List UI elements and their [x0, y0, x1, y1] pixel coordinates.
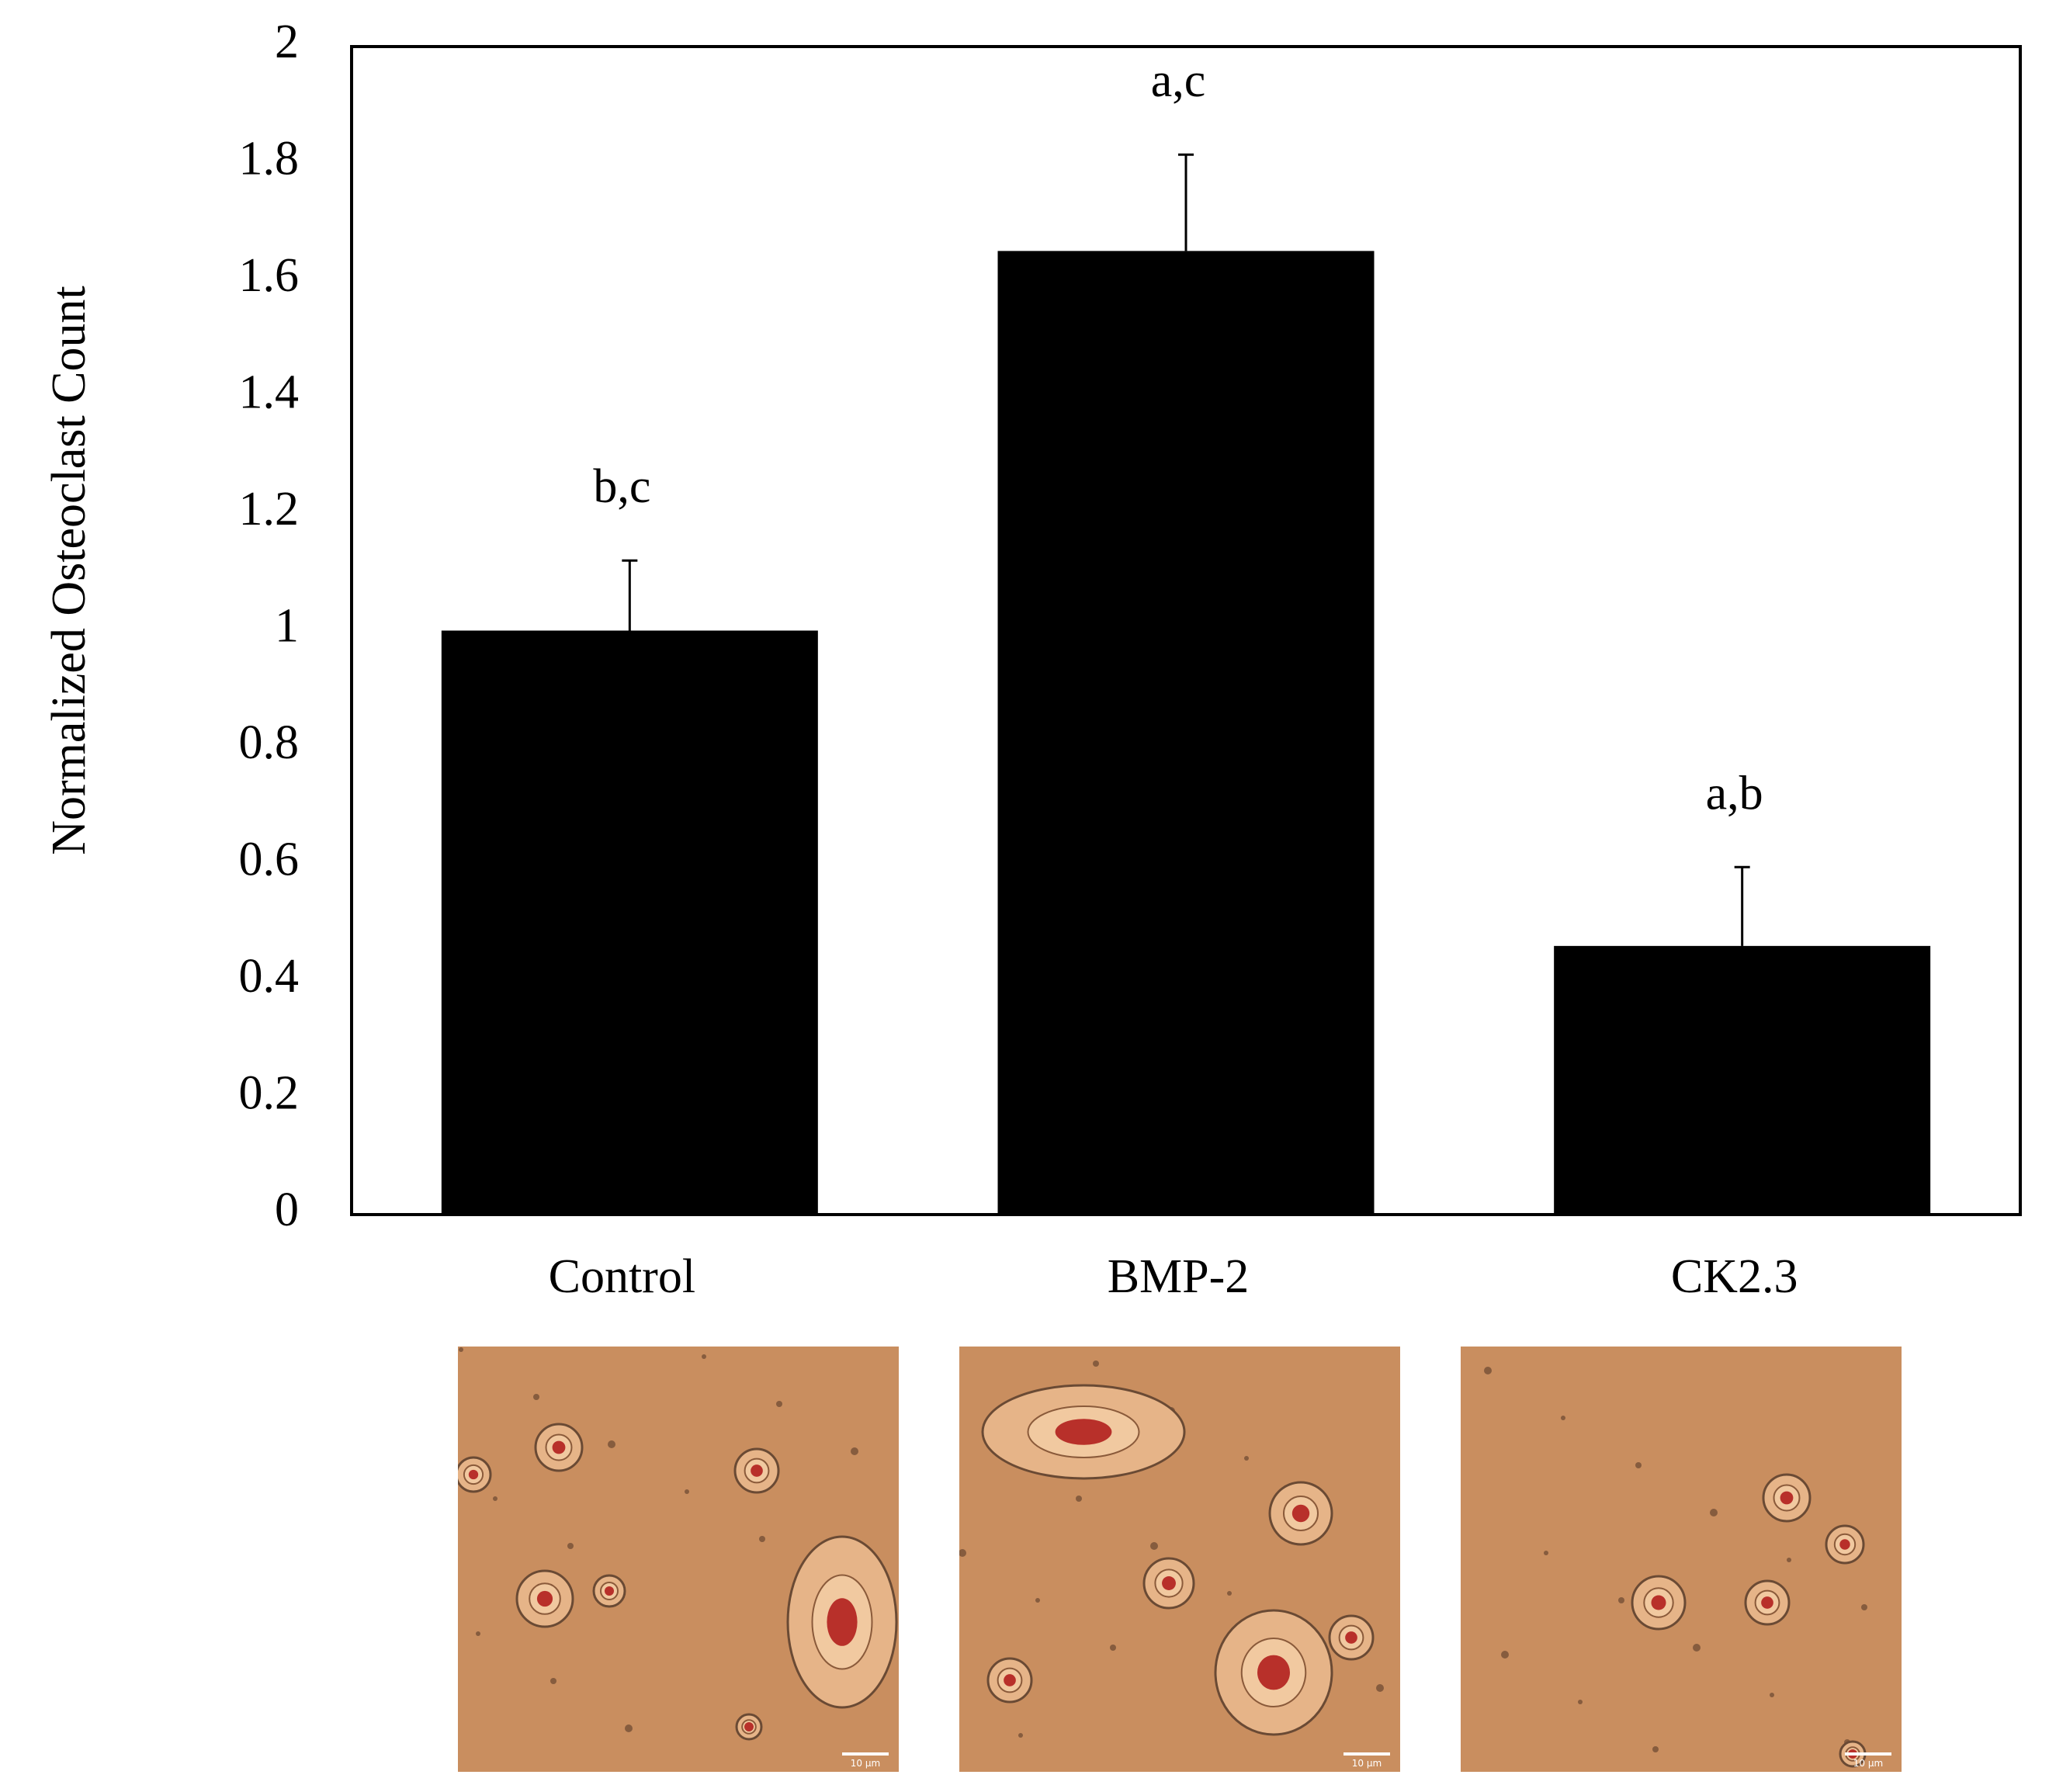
y-axis-ticks: 0 0.2 0.4 0.6 0.8 1 1.2 1.4 1.6 1.8 2 [239, 16, 300, 1236]
y-tick-label: 1.4 [239, 366, 300, 419]
debris-dot [1635, 1462, 1642, 1468]
debris-dot [567, 1543, 574, 1549]
osteoclast-cell [534, 1423, 584, 1472]
debris-dot [1787, 1558, 1791, 1562]
debris-dot [1561, 1416, 1565, 1420]
debris-dot [1227, 1591, 1232, 1596]
debris-dot [759, 1536, 765, 1542]
debris-dot [1693, 1644, 1701, 1652]
debris-dot [476, 1631, 480, 1636]
debris-dot [1035, 1598, 1040, 1603]
osteoclast-cell [1268, 1481, 1333, 1546]
debris-dot [1244, 1456, 1249, 1461]
osteoclast-cell [515, 1569, 574, 1628]
debris-dot [851, 1447, 858, 1455]
bar-bmp2 [997, 251, 1375, 1215]
micrograph-ck23: 10 µm [1461, 1347, 1902, 1772]
debris-dot [550, 1678, 556, 1684]
scale-bar-label: 10 µm [1352, 1758, 1382, 1769]
debris-dot [1770, 1693, 1774, 1697]
significance-label: a,c [1151, 54, 1206, 107]
debris-dot [1861, 1604, 1867, 1610]
debris-dot [959, 1549, 966, 1557]
x-category-label: BMP-2 [1108, 1250, 1250, 1303]
y-tick-label: 0.8 [239, 716, 300, 769]
osteoclast-cell [786, 1535, 898, 1709]
osteoclast-cell [1214, 1609, 1333, 1736]
y-tick-label: 1.2 [239, 483, 300, 536]
error-bar [622, 559, 638, 631]
bar-control [441, 630, 818, 1215]
x-axis-category-labels: Control BMP-2 CK2.3 [549, 1250, 1798, 1303]
osteoclast-cell [1744, 1579, 1791, 1626]
osteoclast-cell [1825, 1524, 1865, 1565]
y-tick-label: 0.2 [239, 1067, 300, 1120]
debris-dot [1652, 1746, 1659, 1752]
debris-dot [1076, 1496, 1082, 1502]
debris-dot [702, 1354, 706, 1359]
debris-dot [1018, 1733, 1023, 1738]
debris-dot [1578, 1700, 1583, 1704]
debris-dot [1501, 1651, 1509, 1659]
debris-dot [1110, 1645, 1116, 1651]
osteoclast-cell [981, 1384, 1186, 1480]
debris-dot [1150, 1542, 1158, 1550]
debris-dot [493, 1496, 498, 1501]
error-bars [622, 153, 1750, 946]
micrograph-control: 10 µm [458, 1347, 899, 1772]
x-category-label: Control [549, 1250, 695, 1303]
micrograph-bmp2: 10 µm [959, 1347, 1400, 1772]
bar-chart: 0 0.2 0.4 0.6 0.8 1 1.2 1.4 1.6 1.8 2 b,c a,c a,b Co… [43, 16, 2022, 1303]
y-tick-label: 1.6 [239, 249, 300, 302]
debris-dot [533, 1394, 539, 1400]
osteoclast-cell [735, 1713, 763, 1741]
y-tick-label: 0.6 [239, 834, 300, 886]
significance-label: b,c [593, 460, 650, 513]
osteoclast-cell [733, 1447, 780, 1494]
y-axis-title: Normalized Osteoclast Count [43, 286, 95, 855]
bar-ck23 [1554, 945, 1931, 1215]
debris-dot [608, 1440, 615, 1448]
bars [441, 251, 1931, 1215]
debris-dot [1618, 1597, 1624, 1603]
osteoclast-cell [1631, 1575, 1687, 1631]
significance-label: a,b [1706, 767, 1763, 820]
debris-dot [1710, 1509, 1718, 1516]
scale-bar-label: 10 µm [1853, 1758, 1883, 1769]
significance-annotations: b,c a,c a,b [593, 54, 1763, 820]
osteoclast-cell [592, 1574, 626, 1608]
debris-dot [459, 1347, 463, 1352]
debris-dot [625, 1724, 633, 1732]
scale-bar: 10 µm [842, 1752, 889, 1769]
debris-dot [1093, 1360, 1099, 1367]
y-tick-label: 1 [275, 600, 299, 653]
scale-bar-label: 10 µm [851, 1758, 880, 1769]
y-tick-label: 0.4 [239, 950, 300, 1003]
osteoclast-cell [986, 1657, 1033, 1704]
micrograph-background [1461, 1347, 1902, 1772]
error-bar [1734, 865, 1750, 946]
debris-dot [776, 1401, 782, 1407]
osteoclast-cell [1328, 1614, 1375, 1661]
osteoclast-cell [458, 1456, 492, 1493]
osteoclast-cell [1142, 1557, 1195, 1610]
scale-bar: 10 µm [1845, 1752, 1891, 1769]
x-category-label: CK2.3 [1671, 1250, 1798, 1303]
debris-dot [1376, 1684, 1384, 1692]
debris-dot [1484, 1367, 1492, 1374]
debris-dot [1544, 1551, 1548, 1555]
osteoclast-cell [1762, 1473, 1812, 1523]
debris-dot [685, 1489, 689, 1494]
scale-bar: 10 µm [1343, 1752, 1390, 1769]
y-tick-label: 2 [275, 16, 299, 68]
error-bar [1178, 153, 1194, 251]
y-tick-label: 1.8 [239, 133, 300, 185]
y-tick-label: 0 [275, 1184, 299, 1236]
